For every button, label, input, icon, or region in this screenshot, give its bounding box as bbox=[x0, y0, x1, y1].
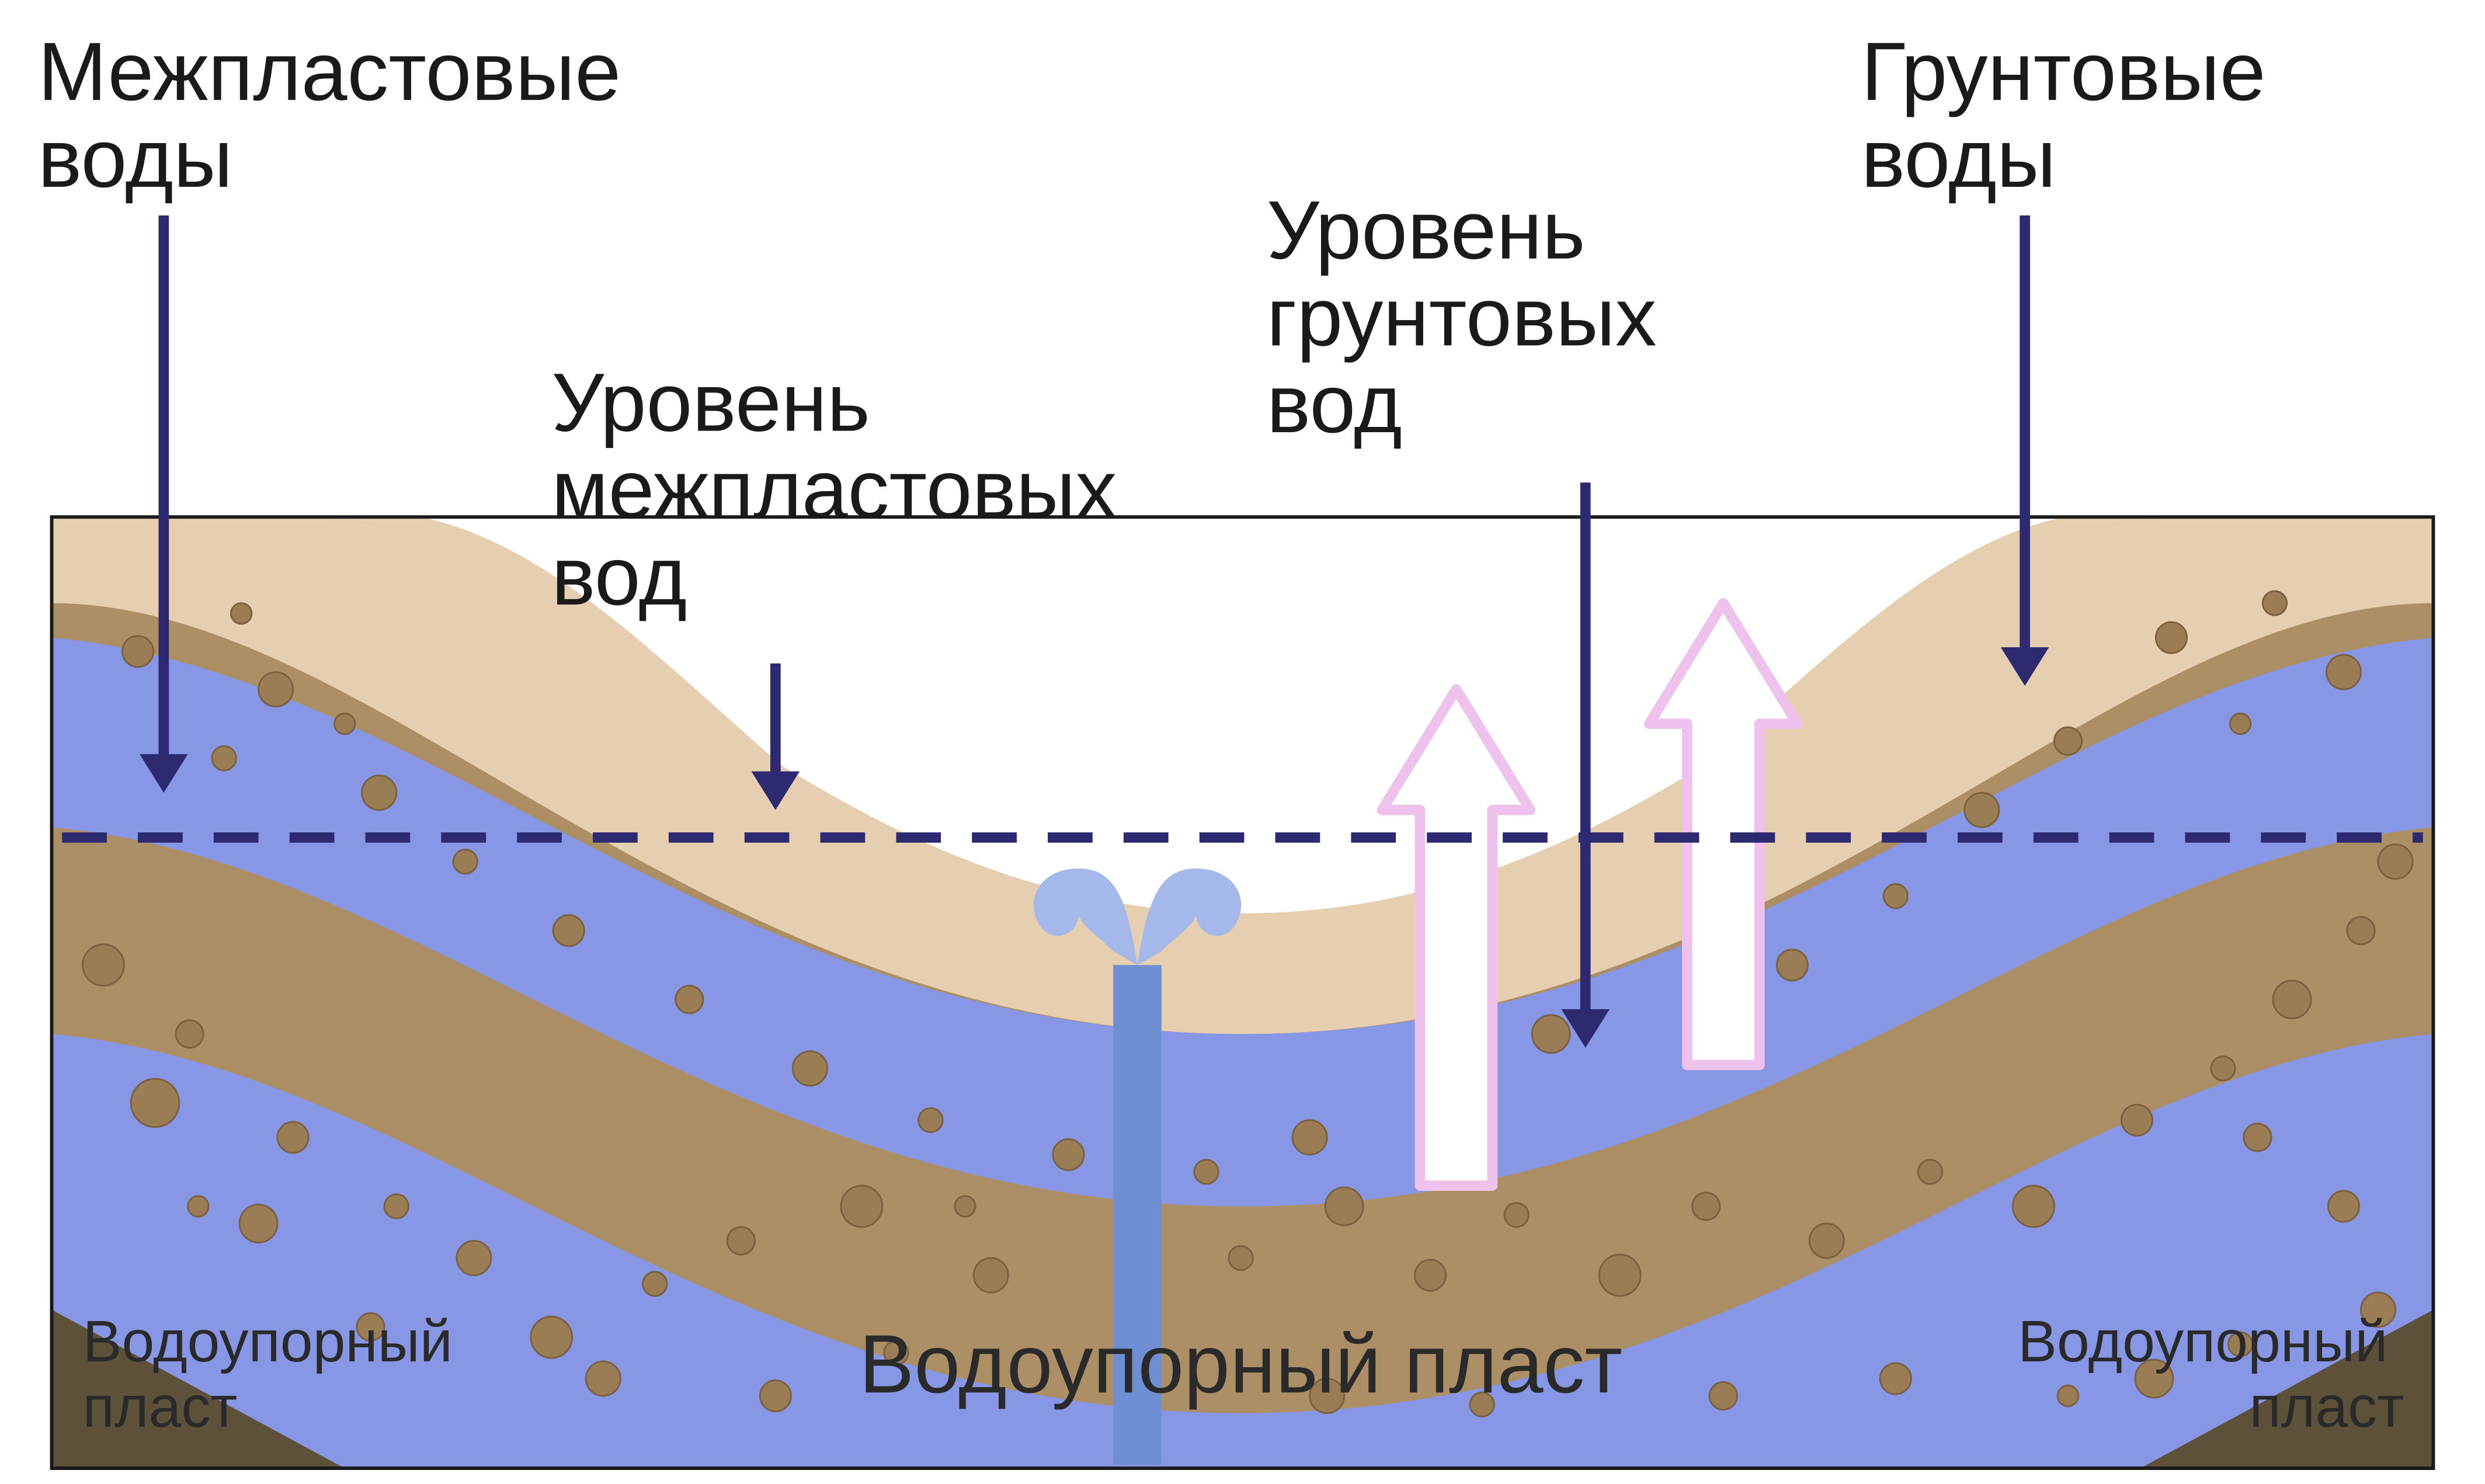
interstratal-water-label: Межпластовыеводы bbox=[38, 26, 621, 205]
groundwater-diagram: МежпластовыеводыУровеньмежпластовыхводУр… bbox=[0, 0, 2485, 1484]
aquiclude-label-center: Водоупорный пласт bbox=[859, 1318, 1622, 1410]
groundwater-label: Грунтовыеводы bbox=[1861, 26, 2266, 205]
groundwater-level-label: Уровеньгрунтовыхвод bbox=[1267, 185, 1657, 450]
